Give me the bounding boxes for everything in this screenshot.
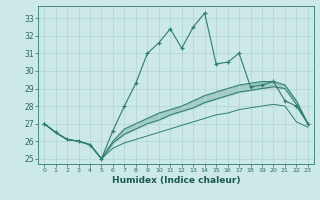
X-axis label: Humidex (Indice chaleur): Humidex (Indice chaleur): [112, 176, 240, 185]
